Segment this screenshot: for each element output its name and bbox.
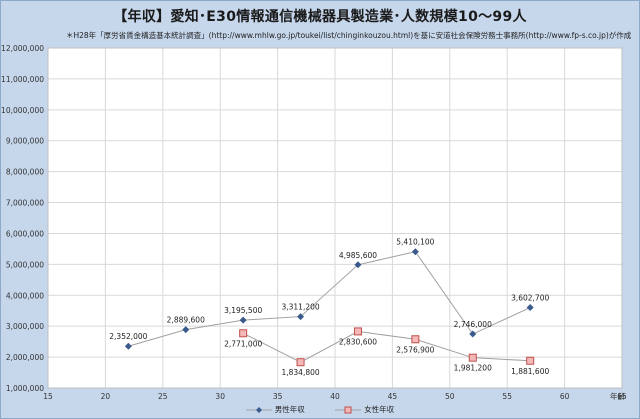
data-point <box>469 330 477 338</box>
x-tick-label: 35 <box>273 392 283 401</box>
data-label: 2,771,000 <box>224 339 262 348</box>
y-tick-label: 5,000,000 <box>6 260 44 269</box>
data-label: 3,602,700 <box>511 294 549 303</box>
data-label: 2,352,000 <box>109 332 147 341</box>
y-tick-label: 3,000,000 <box>6 322 44 331</box>
data-point <box>353 327 362 336</box>
data-point <box>468 353 477 362</box>
y-tick-label: 1,000,000 <box>6 384 44 393</box>
data-point <box>296 358 305 367</box>
data-label: 1,834,800 <box>281 368 319 377</box>
x-tick-label: 40 <box>330 392 340 401</box>
plot-border <box>47 47 623 389</box>
series-line <box>128 251 531 347</box>
y-tick-label: 4,000,000 <box>6 291 44 300</box>
chart-title: 【年収】愛知･E30情報通信機械器具製造業･人数規模10～99人 <box>113 9 527 25</box>
y-tick-label: 2,000,000 <box>6 353 44 362</box>
data-label: 3,311,200 <box>281 303 319 312</box>
data-point <box>182 326 190 334</box>
series-group: 2,352,000 2,889,600 3,195,500 3,311,200 4,98… <box>109 238 549 378</box>
series-female: 2,771,000 1,834,800 2,830,600 2,576,900 1,98… <box>224 327 549 377</box>
data-point <box>526 304 534 312</box>
data-label: 2,830,600 <box>339 337 377 346</box>
y-tick-label: 11,000,000 <box>1 75 44 84</box>
data-point <box>297 313 305 321</box>
y-tick-label: 12,000,000 <box>1 44 44 53</box>
x-tick-label: 50 <box>445 392 455 401</box>
x-tick-label: 30 <box>215 392 225 401</box>
y-tick-label: 6,000,000 <box>6 229 44 238</box>
data-point <box>411 335 420 344</box>
legend-male-swatch <box>245 406 272 413</box>
legend-item-male: 男性年収 <box>245 404 305 415</box>
x-tick-label: 65 <box>617 392 627 401</box>
data-label: 2,889,600 <box>167 316 205 325</box>
legend-female-label: 女性年収 <box>364 405 395 414</box>
x-tick-label: 55 <box>502 392 512 401</box>
data-label: 1,981,200 <box>454 364 492 373</box>
x-tick-label: 60 <box>560 392 570 401</box>
legend: 男性年収 女性年収 <box>0 404 640 416</box>
x-axis-tick-labels: 15 20 25 30 35 40 45 50 55 60 65 <box>43 392 627 401</box>
source-note: ＊H28年「厚労省賃金構造基本統計調査」(http://www.mhlw.go.… <box>66 31 632 40</box>
y-tick-label: 10,000,000 <box>1 106 44 115</box>
data-point <box>239 316 247 324</box>
legend-item-female: 女性年収 <box>335 404 394 415</box>
x-tick-label: 45 <box>388 392 398 401</box>
data-label: 1,881,600 <box>511 367 549 376</box>
y-tick-label: 7,000,000 <box>6 199 44 208</box>
y-axis-tick-labels: 1,000,000 2,000,000 3,000,000 4,000,000 5,00… <box>1 44 44 393</box>
data-label: 2,746,000 <box>454 320 492 329</box>
data-label: 5,410,100 <box>396 238 434 247</box>
x-tick-label: 15 <box>43 392 53 401</box>
data-label: 4,985,600 <box>339 251 377 260</box>
x-tick-label: 25 <box>158 392 168 401</box>
data-point <box>124 342 132 350</box>
data-label: 2,576,900 <box>396 345 434 354</box>
data-point <box>526 356 535 365</box>
data-label: 3,195,500 <box>224 306 262 315</box>
data-point <box>411 248 419 256</box>
data-point <box>239 329 248 338</box>
x-tick-label: 20 <box>101 392 111 401</box>
y-tick-label: 8,000,000 <box>6 168 44 177</box>
x-axis-label: 年齢 <box>610 391 625 401</box>
legend-female-swatch <box>335 406 362 413</box>
data-point <box>354 261 362 269</box>
series-male: 2,352,000 2,889,600 3,195,500 3,311,200 4,98… <box>109 238 549 350</box>
y-tick-label: 9,000,000 <box>6 137 44 146</box>
legend-male-label: 男性年収 <box>274 405 305 414</box>
series-line <box>242 330 531 363</box>
